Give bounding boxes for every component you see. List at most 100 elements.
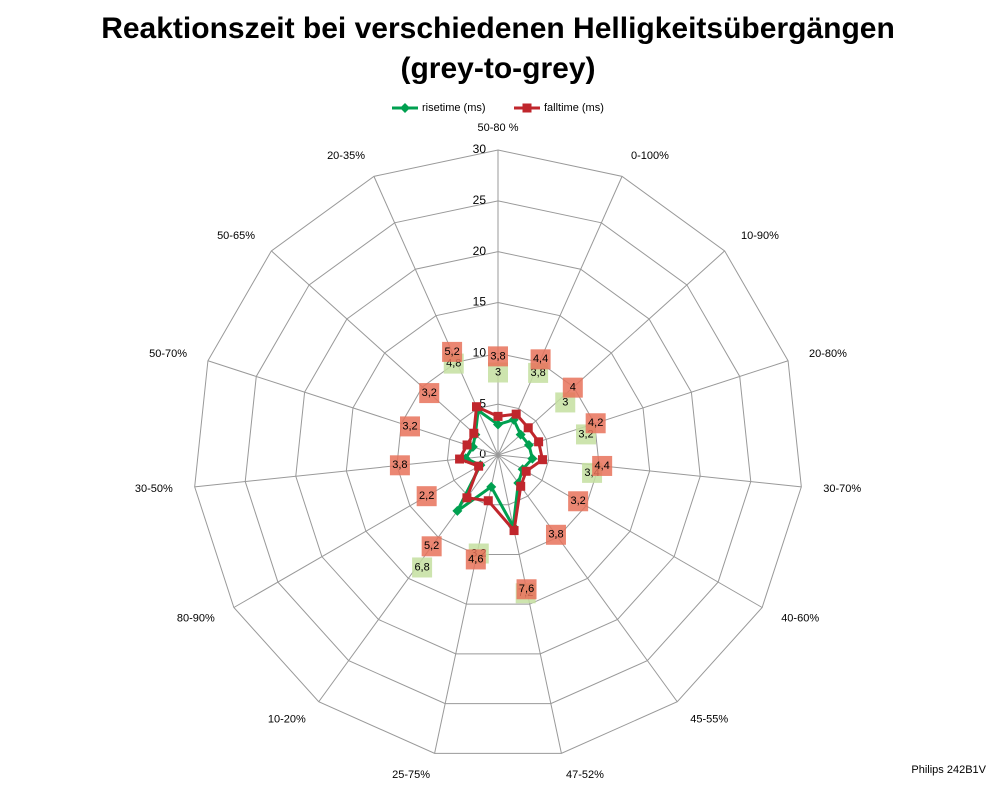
spoke <box>207 360 499 456</box>
data-label-box <box>530 349 551 370</box>
spoke <box>497 454 562 754</box>
category-label: 10-20% <box>268 713 306 725</box>
marker <box>521 466 531 476</box>
data-label-box <box>488 346 508 367</box>
marker <box>455 454 465 464</box>
legend-label: falltime (ms) <box>544 102 604 114</box>
series-line <box>456 407 535 532</box>
marker <box>471 402 481 412</box>
data-label-box <box>416 486 437 507</box>
spoke <box>497 360 789 456</box>
spoke <box>497 454 763 608</box>
legend-marker <box>400 103 410 113</box>
category-label: 50-80 % <box>478 122 519 134</box>
data-label-box <box>399 416 420 437</box>
data-label: 6,8 <box>414 561 429 573</box>
marker <box>509 526 519 536</box>
spoke <box>497 454 678 703</box>
data-label: 2,2 <box>419 490 434 502</box>
data-label-box <box>442 341 463 362</box>
spoke <box>194 454 499 488</box>
y-tick-label: 25 <box>473 193 487 207</box>
data-label: 3 <box>495 366 501 378</box>
data-label: 3,2 <box>422 387 437 399</box>
spoke <box>233 454 499 608</box>
marker <box>483 496 493 506</box>
marker <box>534 437 544 447</box>
data-label-box <box>545 524 566 545</box>
category-label: 50-65% <box>217 230 255 242</box>
category-label: 40-60% <box>781 612 819 624</box>
marker <box>511 409 521 419</box>
data-label: 3,8 <box>490 350 505 362</box>
spoke <box>318 454 499 703</box>
chart-title: Reaktionszeit bei verschiedenen Helligke… <box>101 12 895 45</box>
grid-line <box>244 200 752 705</box>
data-label: 4,2 <box>588 417 603 429</box>
data-label-box <box>562 377 583 398</box>
y-tick-label: 20 <box>473 244 487 258</box>
data-label-box <box>412 557 433 578</box>
grid-line <box>396 352 600 555</box>
category-label: 45-55% <box>690 713 728 725</box>
legend-label: risetime (ms) <box>422 102 486 114</box>
category-label: 30-70% <box>823 483 861 495</box>
marker <box>462 493 472 503</box>
data-label-box <box>488 362 508 383</box>
grid-line <box>446 403 550 506</box>
data-label: 3,8 <box>548 529 563 541</box>
legend-marker <box>522 103 532 113</box>
y-tick-label: 10 <box>473 346 487 360</box>
data-label: 3 <box>562 396 568 408</box>
marker <box>537 455 547 465</box>
marker <box>469 428 479 438</box>
marker <box>523 423 533 433</box>
category-label: 10-90% <box>741 230 779 242</box>
data-label-box <box>585 413 606 434</box>
category-label: 25-75% <box>392 769 430 781</box>
y-tick-label: 15 <box>473 295 487 309</box>
marker <box>516 481 526 491</box>
spoke <box>271 250 499 456</box>
category-label: 50-70% <box>149 348 187 360</box>
footer: Philips 242B1V <box>911 764 986 776</box>
data-label-box <box>592 455 613 476</box>
marker <box>474 461 484 471</box>
y-tick-label: 30 <box>473 142 487 156</box>
data-label-box <box>419 383 440 404</box>
data-label-box <box>568 491 589 512</box>
data-label-box <box>465 549 486 570</box>
spoke <box>497 176 623 456</box>
category-label: 47-52% <box>566 769 604 781</box>
category-label: 20-35% <box>327 150 365 162</box>
data-label: 4,4 <box>533 353 548 365</box>
marker <box>462 440 472 450</box>
category-label: 0-100% <box>631 150 669 162</box>
data-label: 3,8 <box>530 367 545 379</box>
data-label: 3,2 <box>570 495 585 507</box>
grid-line <box>194 149 802 754</box>
series-line <box>457 404 545 535</box>
category-label: 30-50% <box>135 483 173 495</box>
marker <box>527 453 538 464</box>
marker <box>493 419 503 430</box>
data-label: 4,4 <box>595 460 610 472</box>
category-label: 20-80% <box>809 348 847 360</box>
grid-line <box>345 301 651 605</box>
marker <box>486 481 497 492</box>
chart-subtitle: (grey-to-grey) <box>400 52 595 85</box>
marker <box>515 429 526 440</box>
data-label-box <box>421 536 442 557</box>
data-label-box <box>389 455 410 476</box>
data-label: 3,8 <box>392 459 407 471</box>
spoke <box>497 454 802 488</box>
data-label: 3,2 <box>402 420 417 432</box>
data-label: 4 <box>570 382 576 394</box>
marker <box>523 439 534 450</box>
marker <box>493 411 503 421</box>
y-tick-label: 5 <box>479 396 486 410</box>
spoke <box>497 250 725 456</box>
grid-line <box>295 251 701 655</box>
y-tick-label: 0 <box>479 447 486 461</box>
